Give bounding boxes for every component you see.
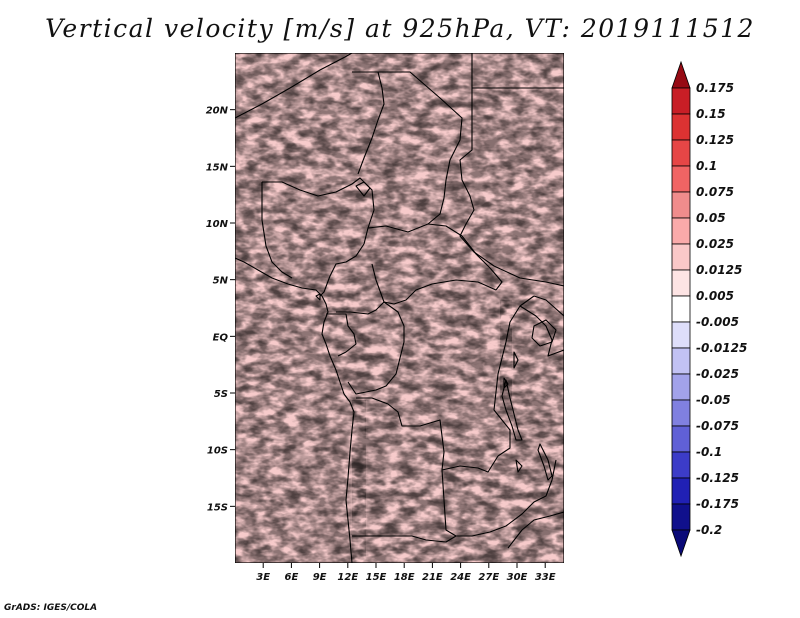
downward-motion-speckle [235, 53, 564, 563]
map-panel [235, 53, 564, 563]
y-tick-label: 10N [206, 219, 229, 230]
y-tick-label: 5N [213, 276, 229, 287]
y-tick-label: 15S [207, 502, 228, 513]
border-north-3 [378, 71, 463, 225]
colorbar-swatch [671, 503, 691, 531]
colorbar-label: -0.1 [696, 445, 722, 459]
x-tick-label: 24E [450, 572, 471, 583]
colorbar-label: -0.0125 [696, 341, 747, 355]
border-congo [347, 301, 405, 395]
lake-victoria [531, 319, 557, 347]
grads-credit: GrADS: IGES/COLA [4, 603, 98, 613]
colorbar-top-arrow [671, 60, 691, 89]
y-tick-label: 5S [214, 389, 228, 400]
border-cameroon-congo [336, 301, 385, 315]
colorbar-label: 0.005 [696, 289, 734, 303]
lake-kivu [503, 377, 509, 389]
colorbar-swatch [671, 139, 691, 167]
border-sudan [459, 53, 564, 287]
colorbar-swatch [671, 165, 691, 193]
colorbar-swatch [671, 373, 691, 401]
colorbar-swatch [671, 295, 691, 323]
colorbar-label: -0.005 [696, 315, 739, 329]
colorbar-swatch [671, 477, 691, 505]
y-tick-label: 10S [207, 446, 228, 457]
x-tick-label: 21E [422, 572, 443, 583]
x-tick-label: 27E [478, 572, 499, 583]
x-tick-label: 3E [256, 572, 270, 583]
border-north-1 [235, 53, 353, 119]
border-zimbabwe [507, 511, 564, 549]
colorbar-swatch [671, 321, 691, 349]
y-tick-label: 15N [206, 162, 229, 173]
colorbar-swatch [671, 425, 691, 453]
colorbar-label: 0.15 [696, 107, 726, 121]
coastal-upward-band [352, 400, 366, 560]
colorbar-label: -0.025 [696, 367, 739, 381]
border-angola-south [352, 535, 457, 543]
colorbar-swatch [671, 217, 691, 245]
y-tick-label: EQ [213, 332, 229, 343]
axes: 3E 6E 9E 12E 15E 18E 21E 24E 27E 30E 33E 20N 15N 10N 5… [206, 106, 556, 583]
colorbar-label: -0.05 [696, 393, 731, 407]
border-chad-niger [262, 177, 375, 245]
lake-mweru [515, 459, 523, 473]
x-tick-label: 30E [507, 572, 528, 583]
colorbar-label: -0.075 [696, 419, 739, 433]
lake-albert [513, 351, 519, 369]
colorbar-label: -0.2 [696, 523, 722, 537]
colorbar-label: 0.075 [696, 185, 734, 199]
x-tick-label: 9E [313, 572, 327, 583]
country-borders [235, 53, 564, 563]
x-tick-label: 12E [337, 572, 358, 583]
colorbar-bottom-arrow [671, 529, 691, 558]
colorbar-label: -0.175 [696, 497, 739, 511]
colorbar-label: 0.025 [696, 237, 734, 251]
border-gabon [326, 313, 357, 357]
border-tanzania [533, 295, 564, 317]
colorbar-label: -0.125 [696, 471, 739, 485]
colorbar-label: 0.1 [696, 159, 717, 173]
border-zambia-drc [441, 295, 535, 473]
colorbar-swatch [671, 243, 691, 271]
border-car [367, 223, 503, 291]
colorbar-label: 0.125 [696, 133, 734, 147]
border-drc-angola [356, 397, 445, 471]
colorbar-swatch [671, 399, 691, 427]
x-tick-label: 15E [366, 572, 387, 583]
lake-tanganyika [501, 379, 523, 441]
colorbar-swatch [671, 87, 691, 115]
colorbar-swatch [671, 347, 691, 375]
colorbar-swatch [671, 269, 691, 297]
bioko-island [315, 293, 321, 301]
colorbar-label: 0.05 [696, 211, 726, 225]
map-title: Vertical velocity [m/s] at 925hPa, VT: 2… [45, 14, 755, 43]
lake-malawi [537, 443, 553, 481]
colorbar: 0.175 0.15 0.125 0.1 0.075 0.05 0.025 0.0125 0.0… [671, 60, 747, 558]
west-africa-coastline [235, 257, 355, 563]
border-angola-zambia [441, 469, 457, 537]
y-tick-label: 20N [206, 106, 229, 117]
x-tick-label: 6E [285, 572, 299, 583]
border-car-south [371, 263, 497, 305]
border-nigeria-cameroon [319, 243, 365, 297]
x-tick-label: 33E [535, 572, 556, 583]
colorbar-label: 0.0125 [696, 263, 742, 277]
x-tick-label: 18E [394, 572, 415, 583]
border-north-2 [352, 71, 385, 175]
rift-upward-band [500, 300, 512, 410]
lake-chad [355, 181, 371, 197]
colorbar-swatch [671, 191, 691, 219]
border-nigeria [261, 182, 293, 279]
colorbar-swatch [671, 451, 691, 479]
colorbar-swatch [671, 113, 691, 141]
colorbar-label: 0.175 [696, 81, 734, 95]
border-uganda [519, 305, 564, 357]
border-zambia-south [456, 459, 557, 537]
